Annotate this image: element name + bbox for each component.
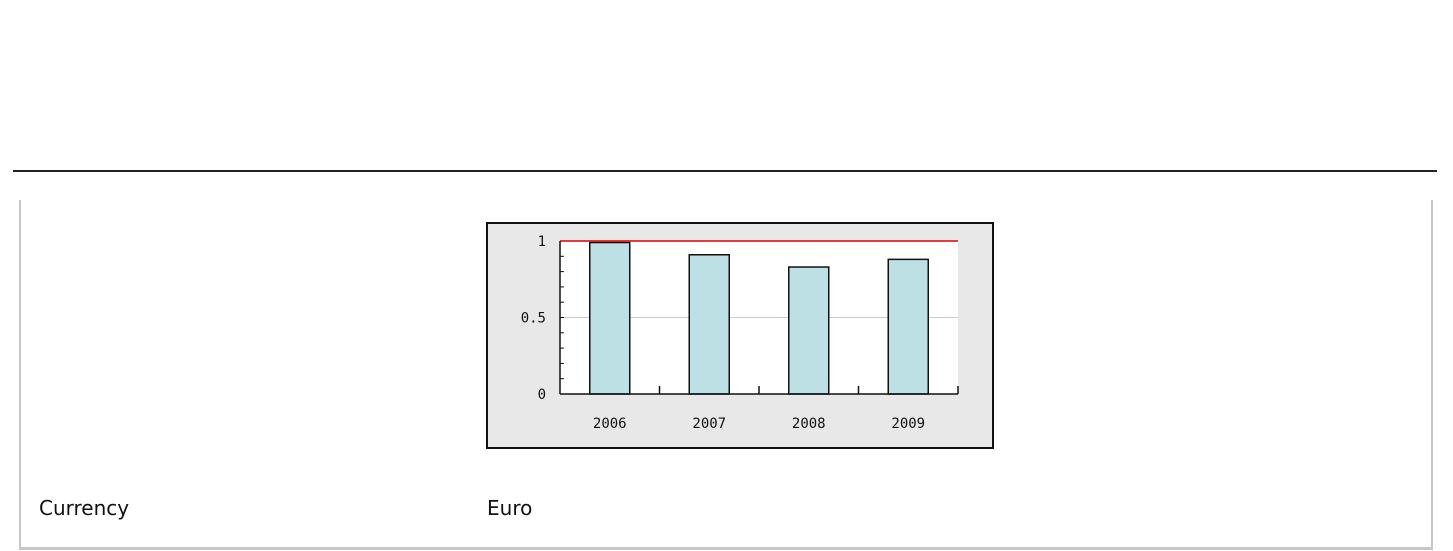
bar-2008 [788, 266, 830, 395]
y-tick-label: 0 [538, 387, 546, 403]
bar-chart: 2006 2007 2008 2009 0 0.5 1 [486, 222, 994, 449]
chart-svg: 2006 2007 2008 2009 0 0.5 1 [521, 234, 959, 432]
horizontal-rule [13, 170, 1437, 172]
y-tick-label: 1 [538, 234, 546, 250]
currency-value: Euro [487, 496, 533, 520]
bar-2009 [887, 258, 929, 395]
x-tick-label-2006: 2006 [593, 416, 627, 432]
x-tick-label-2009: 2009 [891, 416, 925, 432]
x-tick-label-2008: 2008 [792, 416, 826, 432]
currency-label: Currency [39, 496, 130, 520]
bar-2007 [688, 254, 730, 395]
details-panel [19, 200, 1433, 550]
x-tick-label-2007: 2007 [692, 416, 726, 432]
bar-2006 [589, 241, 631, 395]
y-tick-label: 0.5 [521, 311, 546, 327]
